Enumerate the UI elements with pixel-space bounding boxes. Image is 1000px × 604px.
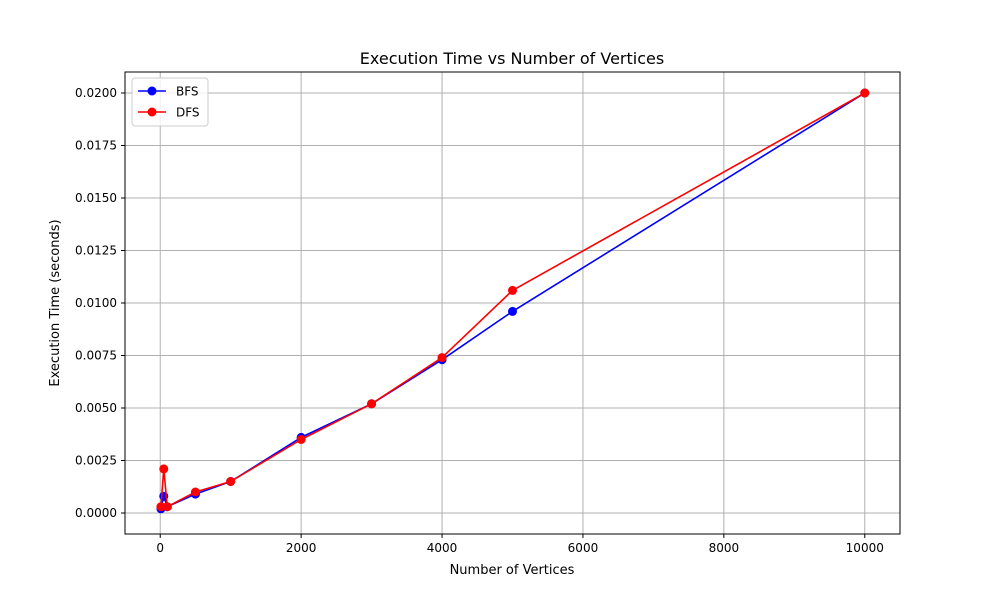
tick-layer: 0 2000 4000 6000 8000 10000 0.0000 0.0025 0.0050… <box>75 86 884 555</box>
dfs-data-point <box>367 399 377 409</box>
y-tick-label: 0.0075 <box>75 349 117 363</box>
grid-layer <box>125 72 900 534</box>
x-tick-label: 10000 <box>846 541 884 555</box>
legend-bfs-marker <box>147 86 157 96</box>
y-tick-label: 0.0150 <box>75 191 117 205</box>
y-tick-label: 0.0175 <box>75 139 117 153</box>
chart-title: Execution Time vs Number of Vertices <box>360 49 664 68</box>
x-tick-label: 6000 <box>568 541 599 555</box>
bfs-data-point <box>508 306 517 316</box>
dfs-data-point <box>437 353 447 363</box>
legend: BFS DFS <box>131 77 209 127</box>
y-tick-label: 0.0100 <box>75 296 117 310</box>
legend-bfs-label: BFS <box>176 85 199 99</box>
x-tick-label: 4000 <box>427 541 458 555</box>
dfs-data-point <box>162 502 172 512</box>
y-tick-label: 0.0125 <box>75 244 117 258</box>
y-tick-label: 0.0200 <box>75 86 117 100</box>
y-tick-label: 0.0025 <box>75 454 117 468</box>
y-tick-label: 0.0050 <box>75 401 117 415</box>
dfs-series-line <box>160 92 866 508</box>
dfs-data-point <box>156 502 166 512</box>
x-tick-label: 0 <box>156 541 164 555</box>
x-axis-label: Number of Vertices <box>450 563 575 578</box>
y-axis-label: Execution Time (seconds) <box>48 219 63 386</box>
dfs-data-point <box>508 285 517 295</box>
y-tick-label: 0.0000 <box>75 506 117 520</box>
dfs-data-point <box>159 464 169 474</box>
dfs-data-point <box>860 88 870 98</box>
dfs-data-point <box>296 435 306 444</box>
bfs-series-line <box>160 92 866 509</box>
x-tick-label: 8000 <box>709 541 740 555</box>
dfs-data-point <box>190 487 200 497</box>
legend-dfs-label: DFS <box>176 106 200 120</box>
legend-dfs-marker <box>147 107 157 117</box>
series-layer <box>156 88 870 514</box>
x-tick-label: 2000 <box>286 541 317 555</box>
dfs-data-point <box>226 477 236 486</box>
